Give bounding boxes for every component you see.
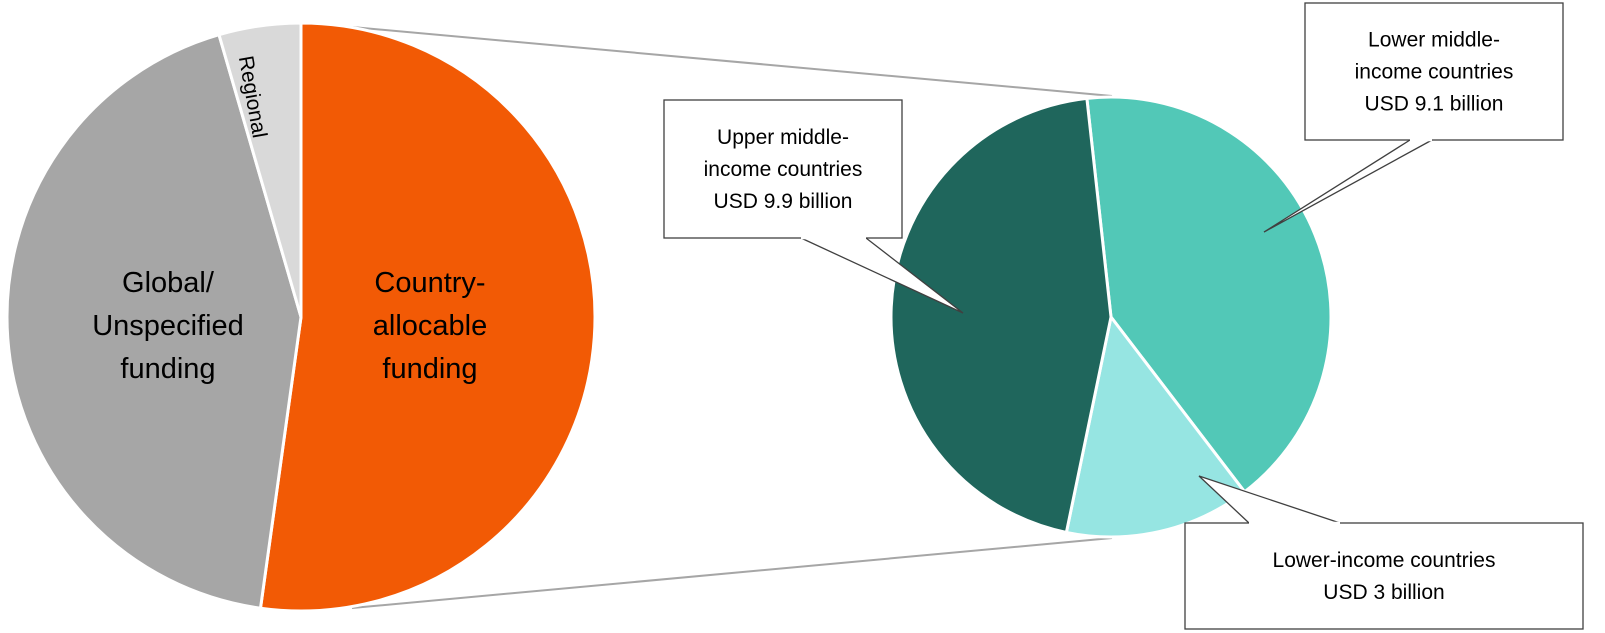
slice-label-line: Global/ [122,267,215,299]
callout-box [1184,522,1584,630]
callout-text-line: income countries [1355,61,1514,84]
callout-upper-middle-income: Upper middle-income countries USD 9.9 bil… [663,99,964,314]
callout-box [663,99,903,239]
callouts: Lower middle-income countries USD 9.1 bil… [663,2,1584,630]
slice-upper-middle-income-countries [889,96,1113,534]
connector-lines [351,26,1113,609]
callout-text-line: USD 9.9 billion [714,190,853,213]
slice-label-line: allocable [373,310,487,342]
callout-text-line: income countries [704,158,863,181]
slice-label-country-allocable: Country-allocable funding [373,267,487,385]
callout-box [1304,2,1564,141]
connector-line-bottom [351,537,1113,609]
callout-text-line: USD 3 billion [1323,581,1444,604]
slice-regional [217,21,303,319]
slice-global-unspecified-funding [5,33,303,610]
income-pie [889,95,1333,539]
callout-text-line: Lower-income countries [1273,549,1496,572]
slice-label-line: funding [120,353,215,385]
callout-text-line: Upper middle- [717,126,849,149]
slice-lower-middle-income-countries [1085,95,1333,494]
slice-label-global-unspecified: Global/Unspecified funding [92,267,244,385]
slice-label-line: funding [382,353,477,385]
slice-label-line: Unspecified [92,310,244,342]
callout-text-line: Lower middle- [1368,29,1500,52]
slice-country-allocable-funding [258,21,597,613]
callout-text-line: USD 9.1 billion [1365,93,1504,116]
callout-lower-middle-income: Lower middle-income countries USD 9.1 bil… [1263,2,1564,233]
funding-pie: Country-allocable fundingGlobal/Unspecifi… [5,21,597,613]
slice-label-line: Country- [374,267,485,299]
callout-lower-income: Lower-income countries USD 3 billion [1184,475,1584,630]
connector-line-top [351,26,1113,97]
